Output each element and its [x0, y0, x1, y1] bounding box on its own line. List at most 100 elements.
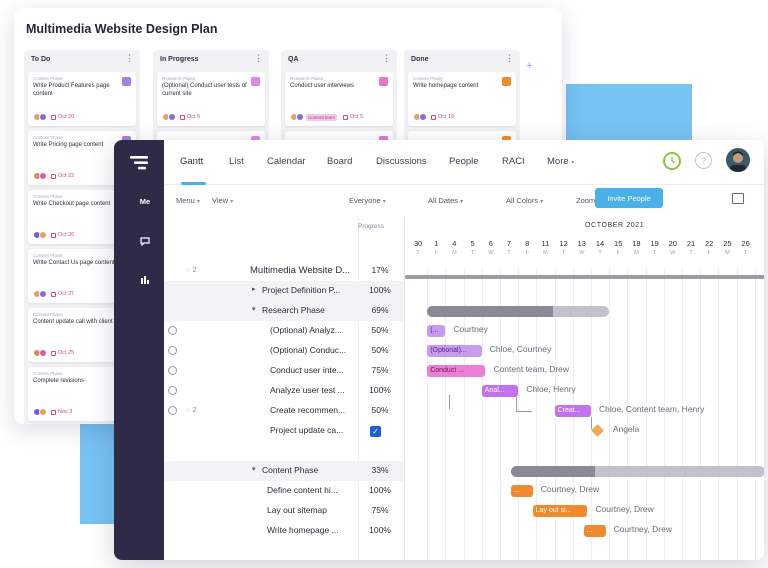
clock-icon[interactable]	[168, 406, 177, 415]
tab-list[interactable]: List	[229, 156, 244, 167]
tab-gantt[interactable]: Gantt	[180, 156, 204, 167]
colors-filter[interactable]: All Colors ▾	[506, 196, 543, 205]
chat-icon[interactable]	[134, 230, 156, 252]
task-row[interactable]: Define content hi... 100%	[164, 481, 404, 501]
task-row[interactable]: Research Phase ▾ 69%	[164, 301, 404, 321]
more-options-icon[interactable]: ⋮	[505, 53, 514, 63]
tab-board[interactable]: Board	[327, 156, 353, 167]
tab-calendar[interactable]: Calendar	[267, 156, 306, 167]
progress-value[interactable]: 75%	[371, 365, 389, 375]
me-icon[interactable]: Me	[134, 190, 156, 212]
progress-value[interactable]: 100%	[369, 385, 391, 395]
active-tab-indicator	[181, 182, 206, 185]
progress-value[interactable]: 33%	[371, 465, 389, 475]
dates-filter[interactable]: All Dates ▾	[428, 196, 463, 205]
task-row[interactable]: Project Definition P... ▸ 100%	[164, 281, 404, 301]
task-row[interactable]: (Optional) Conduc... 50%	[164, 341, 404, 361]
date-column-header: 22 F	[700, 239, 718, 256]
progress-value[interactable]: 50%	[371, 345, 389, 355]
task-bar-label: (...	[430, 327, 439, 334]
checkbox-checked[interactable]: ✓	[370, 426, 381, 437]
task-row[interactable]: Conduct user inte... 75%	[164, 361, 404, 381]
progress-value[interactable]: 100%	[369, 525, 391, 535]
task-row[interactable]: Write homepage ... 100%	[164, 521, 404, 541]
plus-icon[interactable]: +	[526, 60, 533, 72]
progress-value[interactable]: 17%	[371, 265, 389, 275]
task-card[interactable]: Research Phase (Optional) Conduct user te…	[157, 72, 265, 126]
chevron-right-icon[interactable]: ▸	[252, 286, 256, 293]
everyone-filter[interactable]: Everyone ▾	[349, 196, 386, 205]
task-row[interactable]: ◌ 2 Multimedia Website D... 17%	[164, 261, 404, 281]
comment-count[interactable]: ◌ 2	[186, 405, 197, 414]
view-dropdown[interactable]: View ▾	[212, 196, 233, 205]
tab-raci[interactable]: RACI	[502, 156, 525, 167]
task-card[interactable]: Content Phase Write homepage content Oct 1…	[408, 72, 516, 126]
chevron-down-icon: ▾	[196, 199, 200, 205]
chart-icon[interactable]	[134, 268, 156, 290]
comment-count[interactable]: ◌ 2	[186, 265, 197, 274]
progress-value[interactable]: 100%	[369, 285, 391, 295]
chevron-down-icon: ▾	[382, 199, 386, 205]
task-bar[interactable]: (Optional)...	[427, 345, 482, 357]
task-bar[interactable]: ...	[583, 525, 606, 537]
help-icon[interactable]: ?	[695, 152, 712, 169]
menu-dropdown[interactable]: Menu ▾	[176, 196, 200, 205]
task-bar[interactable]: Lay out si...	[532, 505, 588, 517]
task-card[interactable]: Content Phase Write Product Features page…	[28, 72, 136, 126]
day-number: 8	[525, 239, 530, 248]
assignee-tag: Content team	[306, 113, 338, 121]
progress-value[interactable]: 75%	[371, 505, 389, 515]
task-bar[interactable]: Creat...	[554, 405, 591, 417]
more-options-icon[interactable]: ⋮	[125, 53, 134, 63]
clock-icon[interactable]	[168, 346, 177, 355]
tab-discussions[interactable]: Discussions	[376, 156, 427, 167]
weekday-letter: F	[434, 250, 438, 256]
task-row[interactable]: Project update ca... ✓	[164, 421, 404, 441]
content-phase-summary-bar[interactable]	[510, 466, 764, 477]
user-avatar[interactable]	[726, 148, 750, 172]
task-row[interactable]: (Optional) Analyz... 50%	[164, 321, 404, 341]
day-number: 22	[705, 239, 714, 248]
tab-people[interactable]: People	[449, 156, 479, 167]
chevron-down-icon[interactable]: ▾	[252, 306, 256, 313]
research-phase-summary-bar[interactable]	[427, 306, 610, 317]
progress-value[interactable]: 100%	[369, 485, 391, 495]
task-bar[interactable]: Anal...	[481, 385, 519, 397]
day-number: 7	[506, 239, 512, 248]
invite-people-button[interactable]: Invite People	[595, 188, 663, 208]
export-icon[interactable]	[732, 193, 744, 204]
day-number: 15	[614, 239, 623, 248]
column-title: QA	[288, 56, 299, 63]
weekday-letter: T	[598, 250, 602, 256]
task-bar[interactable]: ...	[510, 485, 533, 497]
task-bar[interactable]: Conduct ...	[427, 365, 486, 377]
task-row[interactable]: Analyze user test ... 100%	[164, 381, 404, 401]
clock-icon[interactable]	[168, 326, 177, 335]
task-bar-label: Creat...	[557, 407, 581, 414]
task-row[interactable]: ◌ 2 Create recommen... 50%	[164, 401, 404, 421]
progress-column-divider	[358, 217, 359, 560]
milestone-diamond-icon[interactable]	[590, 424, 604, 437]
clock-icon[interactable]	[663, 152, 681, 170]
clock-icon[interactable]	[168, 386, 177, 395]
progress-value[interactable]: 50%	[371, 325, 389, 335]
chevron-down-icon[interactable]: ▾	[252, 466, 256, 473]
task-card[interactable]: Research Phase Conduct user interviews Con…	[285, 72, 393, 126]
progress-value[interactable]: 50%	[371, 405, 389, 415]
task-bar[interactable]: (...	[427, 325, 446, 337]
teamgantt-logo-icon[interactable]	[130, 156, 148, 170]
day-number: 11	[541, 239, 550, 248]
clock-icon[interactable]	[168, 366, 177, 375]
assignee-label: Chloe, Content team, Henry	[599, 404, 705, 414]
card-title: Content update call with client	[33, 319, 113, 325]
date-column-header: 11 M	[536, 239, 554, 256]
task-row[interactable]: Content Phase ▾ 33%	[164, 461, 404, 481]
more-options-icon[interactable]: ⋮	[382, 53, 391, 63]
progress-value[interactable]: 69%	[371, 305, 389, 315]
more-options-icon[interactable]: ⋮	[254, 53, 263, 63]
tab-more[interactable]: More ▾	[547, 156, 574, 167]
task-row[interactable]: Lay out sitemap 75%	[164, 501, 404, 521]
